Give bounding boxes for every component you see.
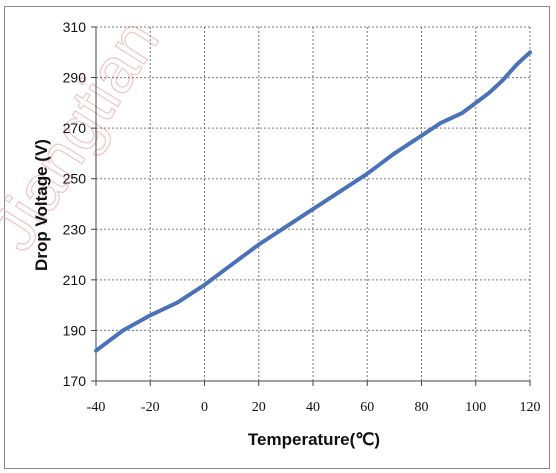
chart-frame [4,6,550,469]
x-tick-label: 0 [201,400,208,415]
x-tick-label: 40 [306,400,320,415]
y-tick-label: 190 [63,322,87,338]
axes [91,26,531,386]
y-tick-labels: 170 190 210 230 250 270 290 310 [63,19,87,389]
series-line [94,50,532,353]
y-tick-label: 270 [63,120,87,136]
x-tick-label: 20 [252,400,266,415]
grid-lines [96,26,531,381]
x-axis-title: Temperature(℃) [248,430,380,449]
y-tick-label: 170 [63,373,87,389]
x-tick-label: 80 [415,400,429,415]
series-layer [94,50,532,353]
y-tick-label: 290 [63,70,87,86]
watermark-text: Jiangtian [0,7,173,262]
y-tick-label: 230 [63,221,87,237]
y-axis-title: Drop Voltage (V) [32,139,51,271]
x-tick-label: -40 [87,400,106,415]
y-tick-label: 310 [63,19,87,35]
x-tick-label: 60 [360,400,374,415]
x-tick-label: 120 [520,400,541,415]
y-tick-label: 210 [63,272,87,288]
y-tick-label: 250 [63,171,87,187]
x-tick-labels: -40 -20 0 20 40 60 80 100 120 [87,400,541,415]
x-tick-label: 100 [465,400,486,415]
x-tick-label: -20 [141,400,160,415]
